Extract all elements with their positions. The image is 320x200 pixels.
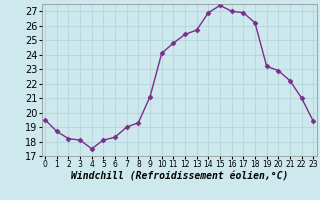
X-axis label: Windchill (Refroidissement éolien,°C): Windchill (Refroidissement éolien,°C): [70, 172, 288, 182]
